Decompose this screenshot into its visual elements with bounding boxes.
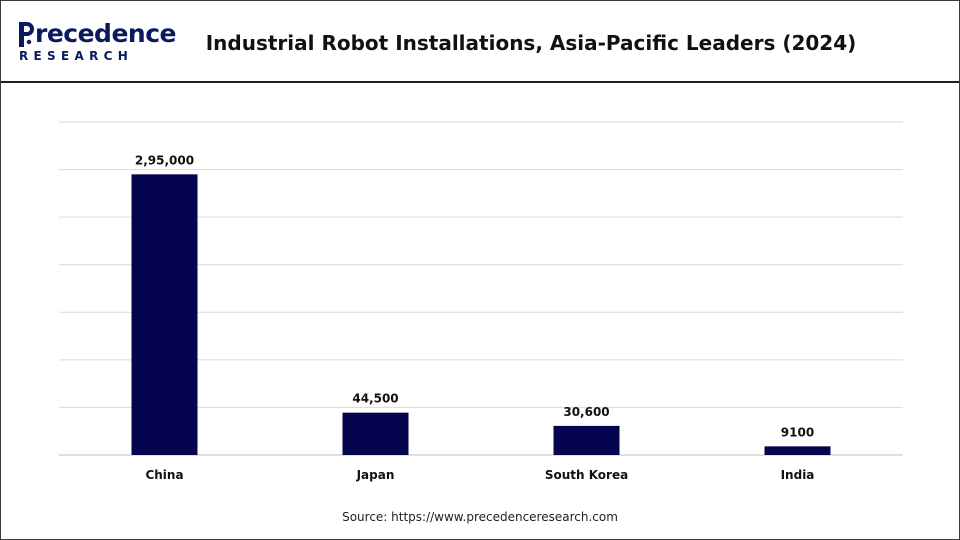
data-label: 2,95,000 xyxy=(135,153,194,167)
x-tick-label: India xyxy=(781,468,815,482)
bar xyxy=(342,412,409,455)
header: recedence RESEARCH Industrial Robot Inst… xyxy=(1,1,959,81)
x-tick-label: South Korea xyxy=(545,468,628,482)
logo-wordmark: recedence xyxy=(35,19,176,48)
chart-title: Industrial Robot Installations, Asia-Pac… xyxy=(205,31,857,55)
header-divider xyxy=(1,81,959,83)
data-label: 9100 xyxy=(781,425,814,439)
bar xyxy=(131,174,198,455)
brand-logo: recedence RESEARCH xyxy=(15,15,176,67)
bar xyxy=(764,446,831,455)
x-tick-label: Japan xyxy=(356,468,395,482)
data-label: 30,600 xyxy=(563,405,609,419)
logo-subtitle: RESEARCH xyxy=(19,49,134,63)
logo-p-icon xyxy=(19,22,34,47)
bar xyxy=(553,425,620,455)
data-label: 44,500 xyxy=(352,392,398,406)
source-note: Source: https://www.precedenceresearch.c… xyxy=(342,510,618,524)
x-tick-label: China xyxy=(145,468,183,482)
bar-chart: 2,95,000 China 44,500 Japan 30,600 South Kore… xyxy=(59,121,903,482)
